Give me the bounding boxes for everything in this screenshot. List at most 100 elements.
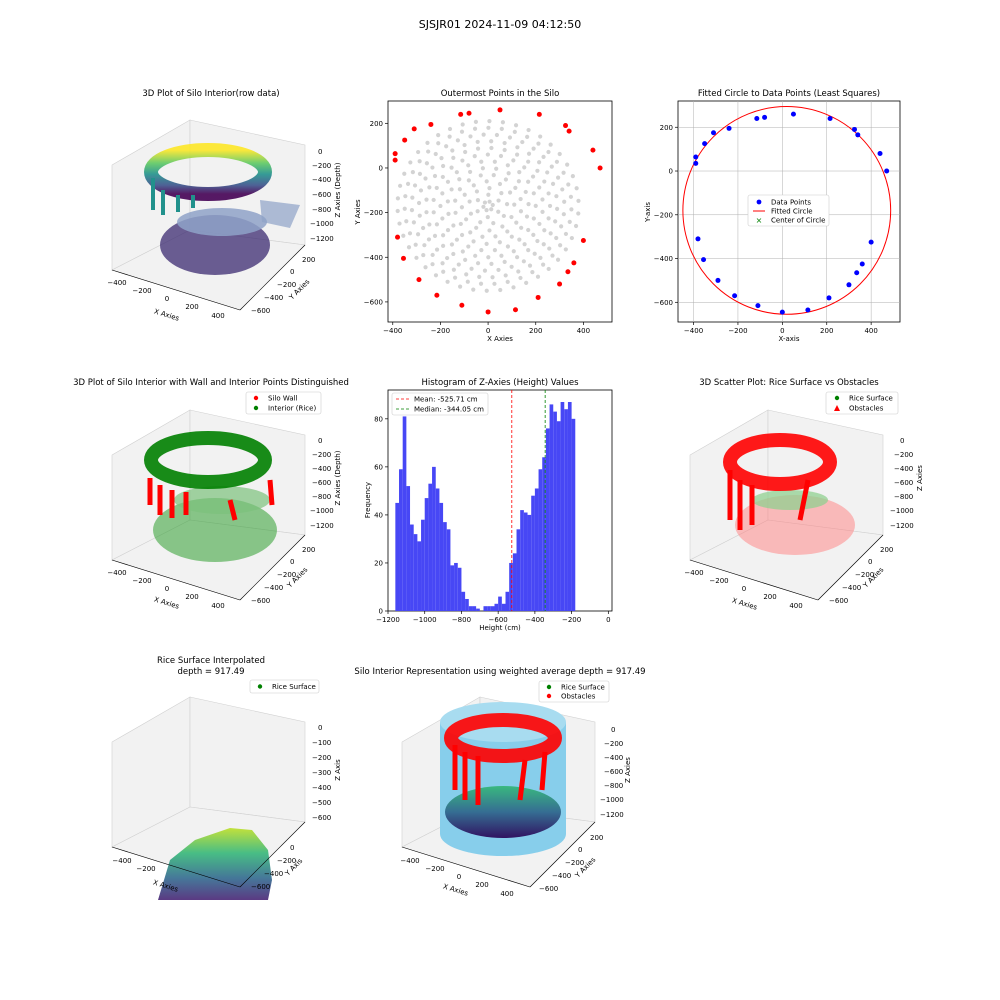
interior-point (474, 225, 479, 230)
interior-point (494, 132, 500, 138)
interior-point (441, 163, 446, 169)
axis-ticks: −400 −200 0 200 400 200 0 −200 −400 −600 (654, 124, 878, 335)
interior-point (482, 268, 488, 273)
x-tick-label: 0 (780, 327, 784, 335)
z-tick: 0 (318, 437, 322, 445)
interior-point (530, 270, 535, 275)
data-points (693, 111, 890, 315)
outermost-point (590, 147, 596, 153)
interior-point (500, 224, 505, 229)
z-tick: −400 (604, 754, 623, 762)
interior-point (436, 141, 441, 146)
interior-point (454, 237, 460, 242)
outermost-points (392, 107, 603, 315)
x-tick: 400 (211, 602, 224, 610)
interior-point (489, 207, 494, 212)
axis-ticks: −1200 −1000 −800 −600 −400 −200 0 0 20 40 60 80 (374, 415, 610, 624)
interior-point (547, 203, 553, 209)
interior-point (516, 179, 521, 184)
interior-point (451, 267, 456, 272)
interior-point (465, 279, 470, 284)
legend-label: Fitted Circle (771, 208, 813, 216)
interior-point (537, 185, 542, 190)
y-tick: −200 (277, 281, 296, 289)
raw-floor-cloud (160, 200, 300, 275)
interior-point (507, 190, 513, 195)
data-point (827, 116, 833, 122)
interior-point (511, 249, 516, 254)
y-tick-label: 0 (379, 608, 383, 616)
interior-point (432, 173, 438, 179)
interior-point (417, 159, 422, 164)
outermost-point (458, 111, 464, 117)
interior-point (527, 263, 533, 268)
interior-point (503, 177, 509, 182)
obstacle-rim (444, 713, 562, 763)
interior-point (496, 267, 501, 273)
interior-point (492, 248, 498, 253)
histogram-bar (505, 591, 510, 611)
x-tick-label: −1200 (376, 616, 400, 624)
y-tick: −400 (264, 870, 283, 878)
interior-point (496, 209, 501, 214)
histogram-bar (542, 457, 546, 611)
interior-point (521, 259, 526, 264)
interior-point (479, 248, 484, 253)
interior-point (460, 158, 465, 163)
interior-point (445, 179, 451, 184)
interior-point (477, 274, 482, 279)
y-tick-label: 0 (379, 164, 383, 172)
interior-point (505, 279, 510, 284)
z-axis-label: Z Axis (334, 759, 342, 781)
interior-point (496, 198, 501, 203)
interior-point (542, 179, 547, 184)
interior-point (397, 221, 402, 226)
interior-point (441, 243, 446, 248)
z-axis-label: Z Axies (624, 757, 632, 783)
legend-label: Obstacles (849, 405, 884, 413)
interior-point (459, 205, 465, 210)
interior-point (531, 191, 536, 196)
raw-rim-cloud (144, 143, 272, 215)
y-tick: −600 (539, 885, 558, 893)
outermost-point (580, 238, 586, 244)
x-tick-label: 400 (864, 327, 877, 335)
histogram-bar (446, 529, 451, 611)
interior-point (540, 197, 545, 202)
interior-point (471, 239, 476, 244)
histogram-bar (432, 466, 436, 611)
y-tick-label: 80 (374, 415, 383, 423)
z-axis-label: Z Axies (Depth) (334, 450, 342, 505)
interior-point (502, 259, 507, 264)
interior-point (549, 164, 554, 169)
interior-point (466, 244, 471, 249)
interior-point (467, 199, 472, 204)
interior-point (459, 129, 465, 134)
y-tick: 0 (578, 846, 582, 854)
interior-point (439, 156, 444, 161)
interior-point (440, 216, 445, 221)
z-tick: −600 (312, 814, 331, 822)
interior-point (569, 207, 574, 212)
interior-point (546, 216, 551, 221)
interior-point (533, 203, 538, 208)
interior-point (541, 242, 546, 247)
data-point (846, 282, 852, 288)
interior-point (514, 220, 519, 225)
interior-point (560, 187, 565, 192)
legend-marker-triangle (834, 405, 840, 411)
interior-point (567, 219, 572, 224)
histogram-bar (413, 534, 418, 611)
interior-points (395, 119, 581, 293)
interior-point (422, 243, 427, 248)
interior-point (423, 265, 428, 270)
interior-point (535, 238, 540, 244)
y-tick-label: 200 (370, 120, 383, 128)
interior-point (484, 288, 489, 293)
chart-histogram: Histogram of Z-Axies (Height) Values −12… (364, 378, 613, 632)
x-axis-label: X Axies (487, 335, 513, 343)
x-tick: 400 (211, 312, 224, 320)
z-tick: 0 (611, 726, 615, 734)
legend-label: Rice Surface (272, 683, 316, 691)
interior-point (395, 196, 400, 201)
